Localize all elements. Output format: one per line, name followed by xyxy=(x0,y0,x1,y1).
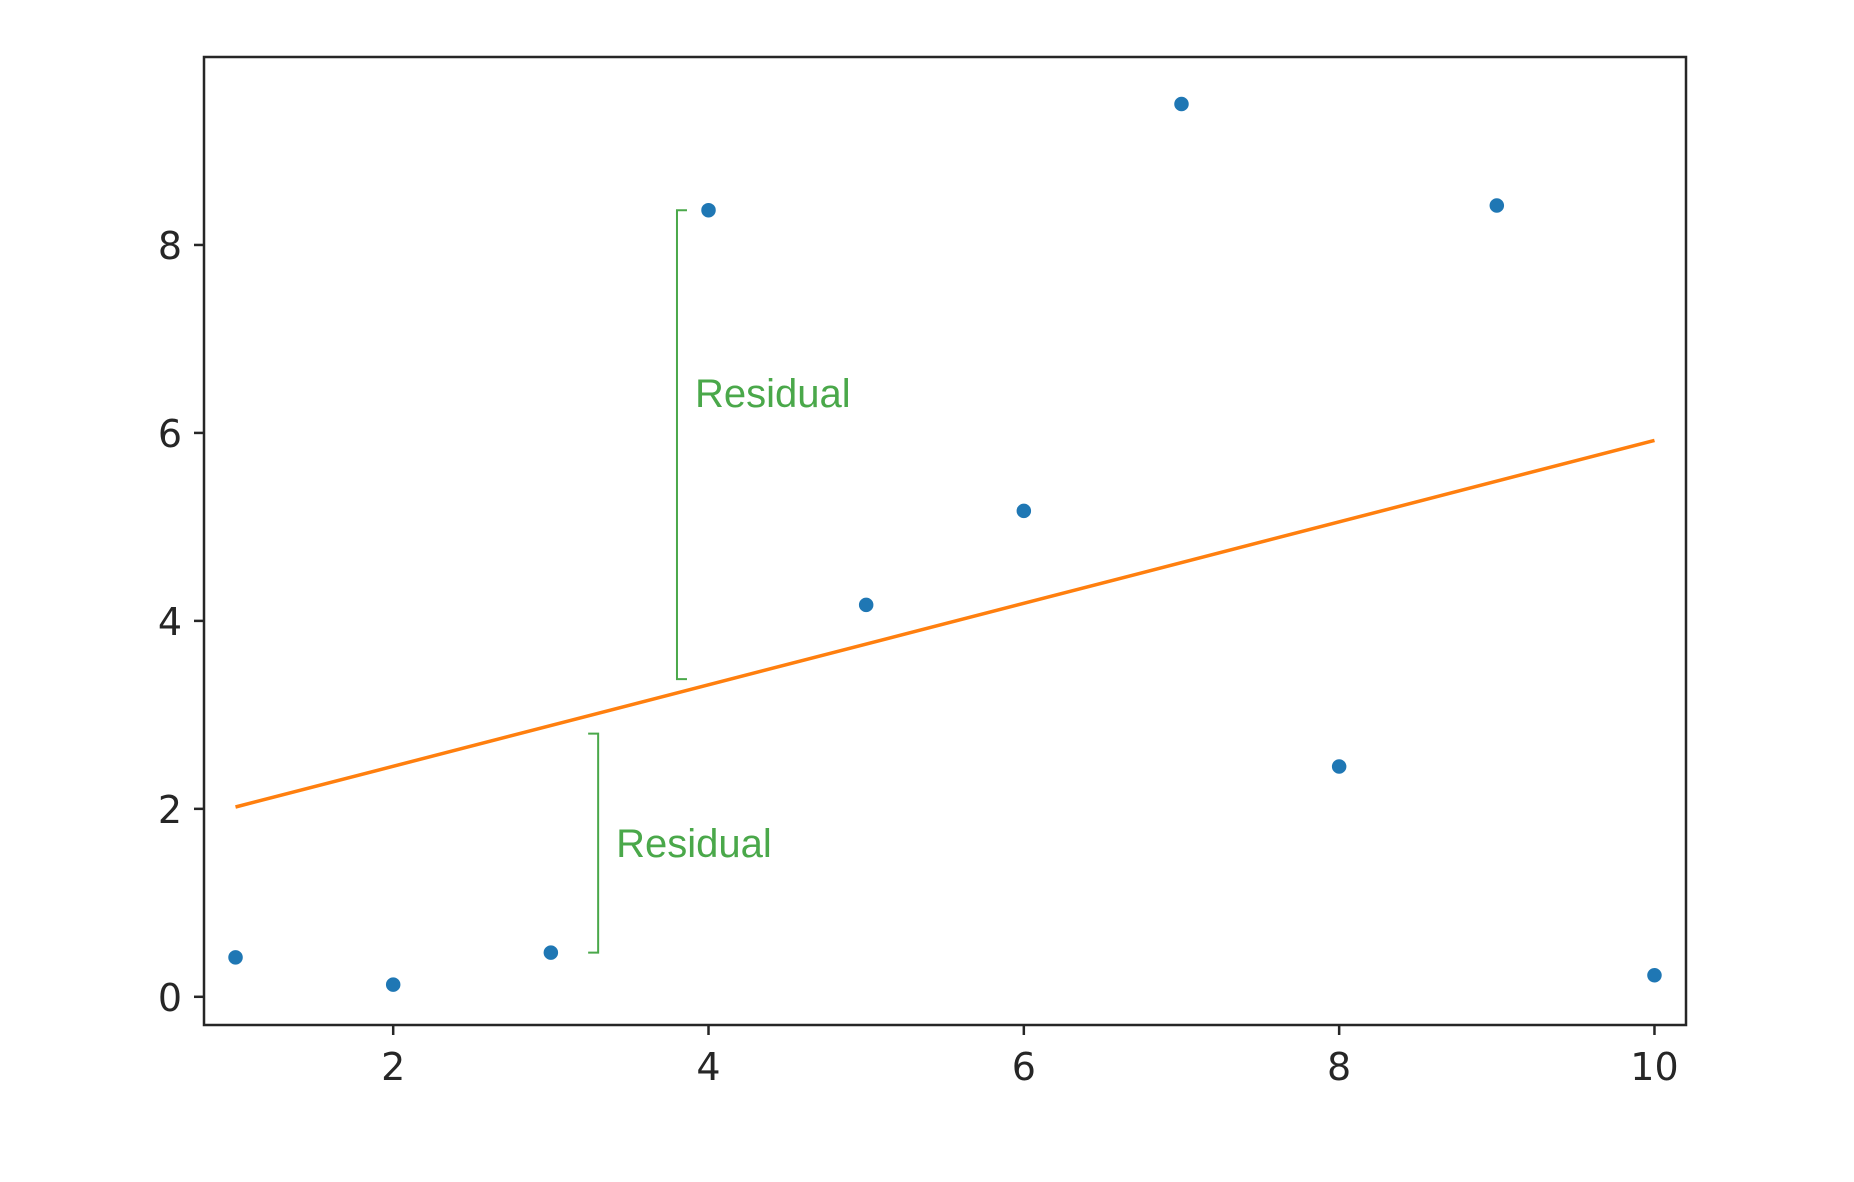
data-point xyxy=(1015,502,1033,520)
data-point xyxy=(1172,95,1191,113)
plot-area xyxy=(204,57,1686,1025)
regression-line xyxy=(235,438,1655,809)
x-tick-label: 8 xyxy=(1327,1045,1351,1089)
x-tick-label: 10 xyxy=(1630,1045,1678,1089)
y-tick-label: 6 xyxy=(158,412,182,456)
data-point xyxy=(699,201,718,219)
x-tick-label: 6 xyxy=(1012,1045,1036,1089)
plot-frame xyxy=(202,55,1688,1027)
data-point xyxy=(542,943,560,962)
data-point xyxy=(857,596,875,614)
data-point xyxy=(1330,757,1348,776)
y-tick-label: 0 xyxy=(158,976,182,1020)
y-tick-label: 2 xyxy=(158,788,182,832)
residual-bracket xyxy=(675,209,687,681)
x-tick-label: 4 xyxy=(696,1045,720,1089)
data-point xyxy=(1645,966,1664,984)
y-tick-label: 4 xyxy=(158,600,182,644)
residual-label: Residual xyxy=(616,822,772,866)
residual-label: Residual xyxy=(695,372,851,416)
data-point xyxy=(1488,196,1506,215)
residual-bracket xyxy=(588,732,600,954)
data-point xyxy=(226,948,245,967)
y-tick-label: 8 xyxy=(158,224,182,268)
data-point xyxy=(384,975,402,994)
x-tick-label: 2 xyxy=(381,1045,405,1089)
